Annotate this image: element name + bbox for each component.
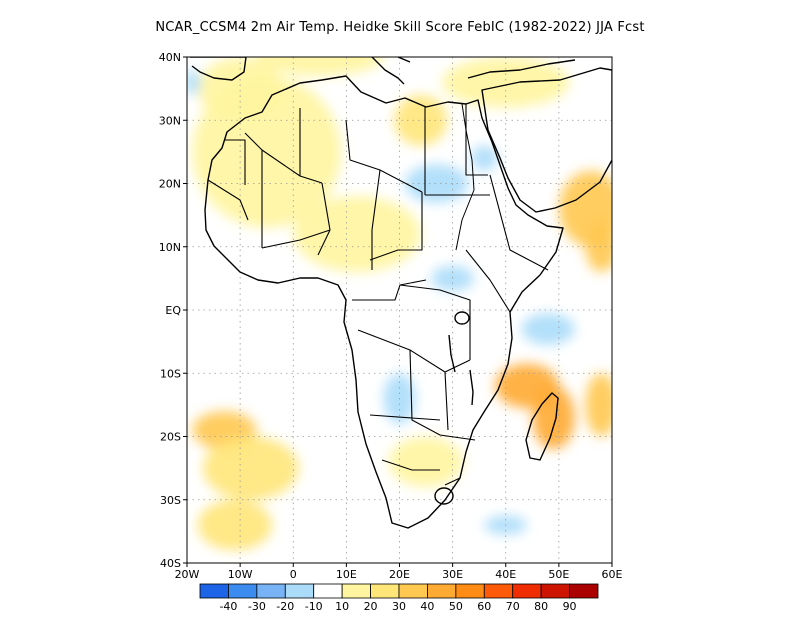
colorbar-swatch <box>569 583 599 599</box>
skill-field <box>187 57 612 551</box>
colorbar-swatch <box>313 583 343 599</box>
colorbar-swatch <box>483 583 514 599</box>
axis-tick-labels: 20W 10W 0 10E 20E 30E 40E 50E 60E 40N 30N 20N 10N EQ 1… <box>159 51 623 581</box>
latitude-tick-label: 40N <box>159 51 181 64</box>
colorbar-label: 70 <box>506 600 520 613</box>
colorbar-label: 20 <box>364 600 378 613</box>
colorbar-label: 80 <box>534 600 548 613</box>
negative-skill-area <box>521 313 575 345</box>
longitude-tick-label: 40E <box>495 568 516 581</box>
colorbar-swatch <box>512 583 542 599</box>
latitude-tick-label: EQ <box>165 304 181 317</box>
longitude-tick-label: 50E <box>548 568 569 581</box>
colorbar-swatch <box>199 583 229 599</box>
colorbar-label: 50 <box>449 600 463 613</box>
turkey-coastline <box>467 59 576 79</box>
colorbar-label: 10 <box>335 600 349 613</box>
positive-skill-area <box>532 385 575 450</box>
grid-lines <box>187 57 612 563</box>
longitude-tick-label: 20E <box>389 568 410 581</box>
colorbar-label: 60 <box>477 600 491 613</box>
positive-skill-area <box>585 221 612 273</box>
longitude-tick-label: 20W <box>175 568 200 581</box>
colorbar-label: 40 <box>420 600 434 613</box>
negative-skill-area <box>404 164 469 203</box>
coastlines-and-borders <box>190 57 612 529</box>
positive-skill-area <box>256 57 384 76</box>
latitude-tick-label: 20S <box>160 431 181 444</box>
latitude-tick-label: 10S <box>160 367 181 380</box>
longitude-tick-label: 10W <box>228 568 253 581</box>
colorbar-swatch <box>341 583 371 599</box>
positive-skill-area <box>442 57 570 108</box>
iberia-coastline <box>190 57 247 81</box>
positive-skill-area <box>197 499 272 551</box>
colorbar-swatch <box>398 583 428 599</box>
colorbar: -40 -30 -20 -10 10 20 30 40 50 60 70 80 90 <box>199 583 599 613</box>
longitude-tick-label: 0 <box>290 568 297 581</box>
positive-skill-area <box>585 373 612 437</box>
longitude-tick-label: 30E <box>442 568 463 581</box>
positive-skill-area <box>202 436 299 500</box>
latitude-tick-label: 40S <box>160 557 181 570</box>
latitude-tick-label: 30N <box>159 114 181 127</box>
madagascar-coastline <box>525 392 559 461</box>
colorbar-swatch <box>540 583 570 599</box>
nile-river <box>455 103 475 251</box>
latitude-tick-label: 10N <box>159 241 181 254</box>
colorbar-swatch <box>284 583 315 599</box>
colorbar-swatch <box>256 583 286 599</box>
country-borders <box>207 104 549 486</box>
positive-skill-area <box>388 436 464 488</box>
colorbar-swatch <box>427 583 457 599</box>
lake-tanganyika <box>448 334 456 373</box>
colorbar-label: -30 <box>248 600 266 613</box>
map-title: NCAR_CCSM4 2m Air Temp. Heidke Skill Sco… <box>155 20 645 35</box>
italy-coastline <box>371 57 411 85</box>
lesotho-border <box>434 487 454 505</box>
colorbar-label: -20 <box>276 600 294 613</box>
longitude-tick-label: 60E <box>602 568 623 581</box>
positive-skill-area <box>197 57 283 121</box>
arabia-coastline <box>481 67 612 213</box>
negative-skill-area <box>187 69 201 95</box>
longitude-tick-label: 10E <box>336 568 357 581</box>
colorbar-label: 30 <box>392 600 406 613</box>
lake-malawi <box>469 369 474 406</box>
latitude-tick-label: 20N <box>159 178 181 191</box>
africa-coastline <box>204 75 564 529</box>
colorbar-swatch <box>228 583 258 599</box>
colorbar-swatch <box>370 583 400 599</box>
colorbar-label: -40 <box>219 600 237 613</box>
latitude-tick-label: 30S <box>160 494 181 507</box>
colorbar-swatch <box>455 583 485 599</box>
lake-victoria <box>454 311 470 325</box>
negative-skill-area <box>471 145 498 171</box>
positive-skill-area <box>293 196 421 273</box>
skill-shading-layer <box>187 57 612 551</box>
colorbar-label: -10 <box>305 600 323 613</box>
colorbar-label: 90 <box>563 600 577 613</box>
positive-skill-area <box>394 94 448 146</box>
